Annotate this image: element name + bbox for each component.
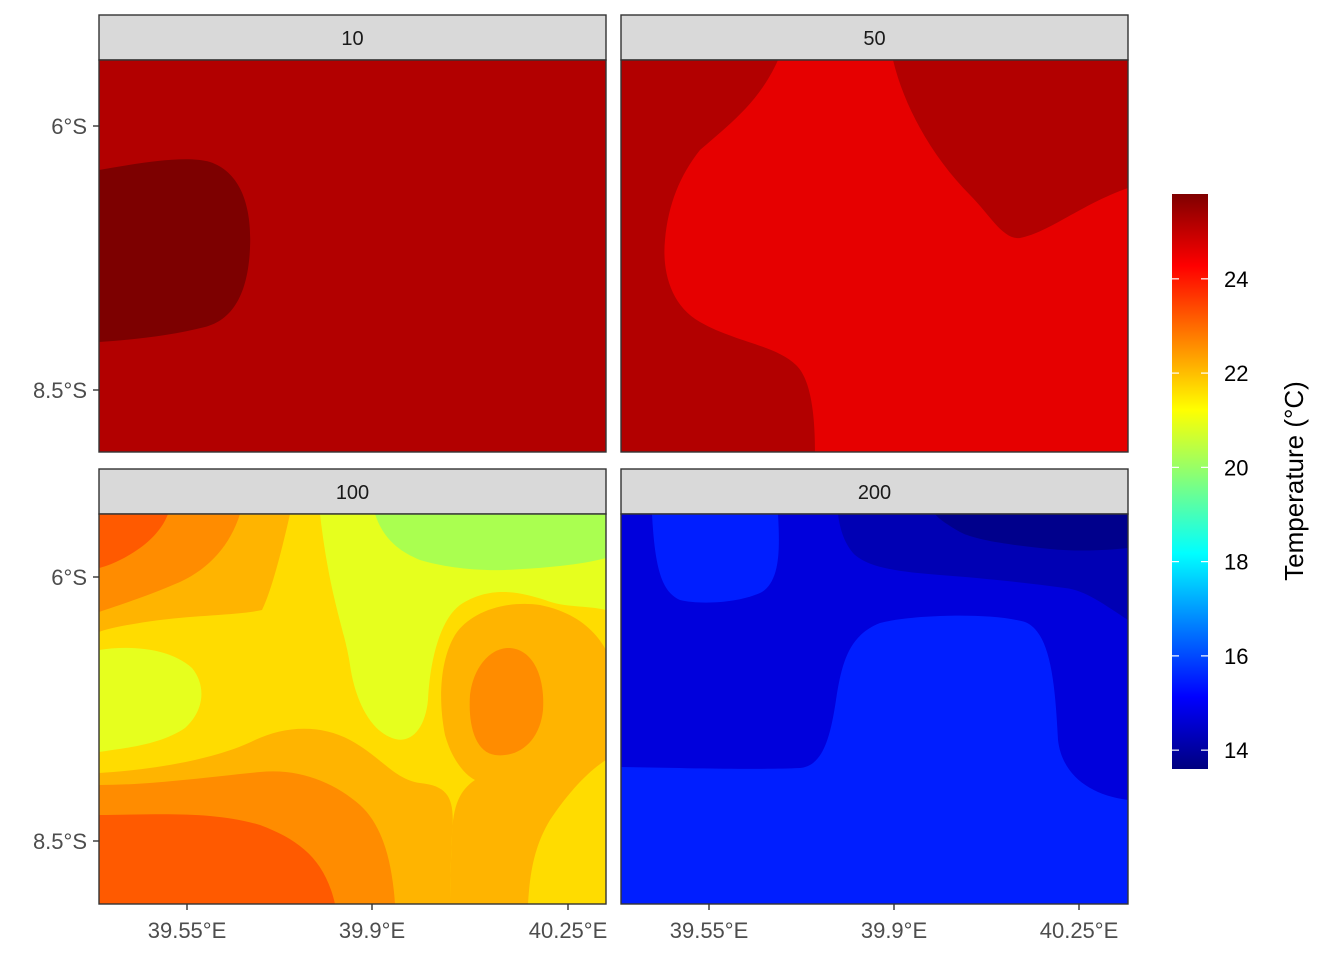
panel-border-10 bbox=[98, 59, 607, 453]
contour-band bbox=[99, 514, 168, 568]
colorbar-tick-label: 14 bbox=[1224, 738, 1248, 763]
contour-band bbox=[99, 647, 202, 752]
facet-panel-200: 200 bbox=[620, 468, 1129, 905]
x-tick-label: 39.9°E bbox=[339, 918, 405, 943]
legend-title: Temperature (°C) bbox=[1279, 381, 1309, 581]
x-axis-right: 39.55°E 39.9°E 40.25°E bbox=[670, 904, 1119, 943]
contour-band bbox=[99, 814, 335, 904]
x-axis-left: 39.55°E 39.9°E 40.25°E bbox=[148, 904, 608, 943]
y-axis-top: 6°S 8.5°S bbox=[33, 114, 99, 403]
facet-panel-50: 50 bbox=[620, 14, 1129, 453]
y-tick-label: 6°S bbox=[51, 114, 87, 139]
panel-border-100 bbox=[98, 513, 607, 905]
colorbar-legend: 14 16 18 20 22 24 Temperature (°C) bbox=[1172, 194, 1309, 769]
contour-fill-50 bbox=[621, 60, 1128, 452]
contour-band bbox=[652, 514, 779, 603]
colorbar-ticks: 14 16 18 20 22 24 bbox=[1172, 267, 1248, 763]
x-tick-label: 39.55°E bbox=[148, 918, 227, 943]
facet-panel-10: 10 bbox=[98, 14, 607, 453]
contour-band bbox=[935, 514, 1128, 551]
contour-band bbox=[664, 60, 1128, 452]
y-tick-label: 6°S bbox=[51, 565, 87, 590]
panel-border-50 bbox=[620, 59, 1129, 453]
contour-band bbox=[375, 514, 606, 571]
x-tick-label: 39.9°E bbox=[861, 918, 927, 943]
colorbar-tick-label: 16 bbox=[1224, 644, 1248, 669]
contour-band bbox=[469, 647, 544, 756]
y-tick-label: 8.5°S bbox=[33, 378, 87, 403]
contour-fill-200 bbox=[621, 514, 1128, 904]
facet-strip-10 bbox=[98, 14, 607, 61]
facet-label-100: 100 bbox=[336, 482, 369, 504]
y-tick-label: 8.5°S bbox=[33, 829, 87, 854]
colorbar-tick-label: 20 bbox=[1224, 455, 1248, 480]
x-tick-label: 40.25°E bbox=[1040, 918, 1119, 943]
facet-strip-50 bbox=[620, 14, 1129, 61]
contour-fill-10 bbox=[99, 60, 606, 452]
contour-band bbox=[99, 159, 251, 342]
contour-band bbox=[320, 514, 606, 740]
x-tick-label: 40.25°E bbox=[529, 918, 608, 943]
facet-strip-200 bbox=[620, 468, 1129, 515]
facet-panel-100: 100 bbox=[98, 468, 607, 905]
colorbar-tick-label: 22 bbox=[1224, 361, 1248, 386]
colorbar-tick-label: 18 bbox=[1224, 550, 1248, 575]
x-tick-label: 39.55°E bbox=[670, 918, 749, 943]
colorbar bbox=[1172, 194, 1208, 769]
contour-band bbox=[621, 615, 1128, 904]
y-axis-bottom: 6°S 8.5°S bbox=[33, 565, 99, 854]
colorbar-tick-label: 24 bbox=[1224, 267, 1248, 292]
panel-border-200 bbox=[620, 513, 1129, 905]
facet-label-200: 200 bbox=[858, 482, 891, 504]
contour-fill-100 bbox=[99, 514, 606, 904]
facet-label-10: 10 bbox=[341, 28, 363, 50]
facet-label-50: 50 bbox=[863, 28, 885, 50]
